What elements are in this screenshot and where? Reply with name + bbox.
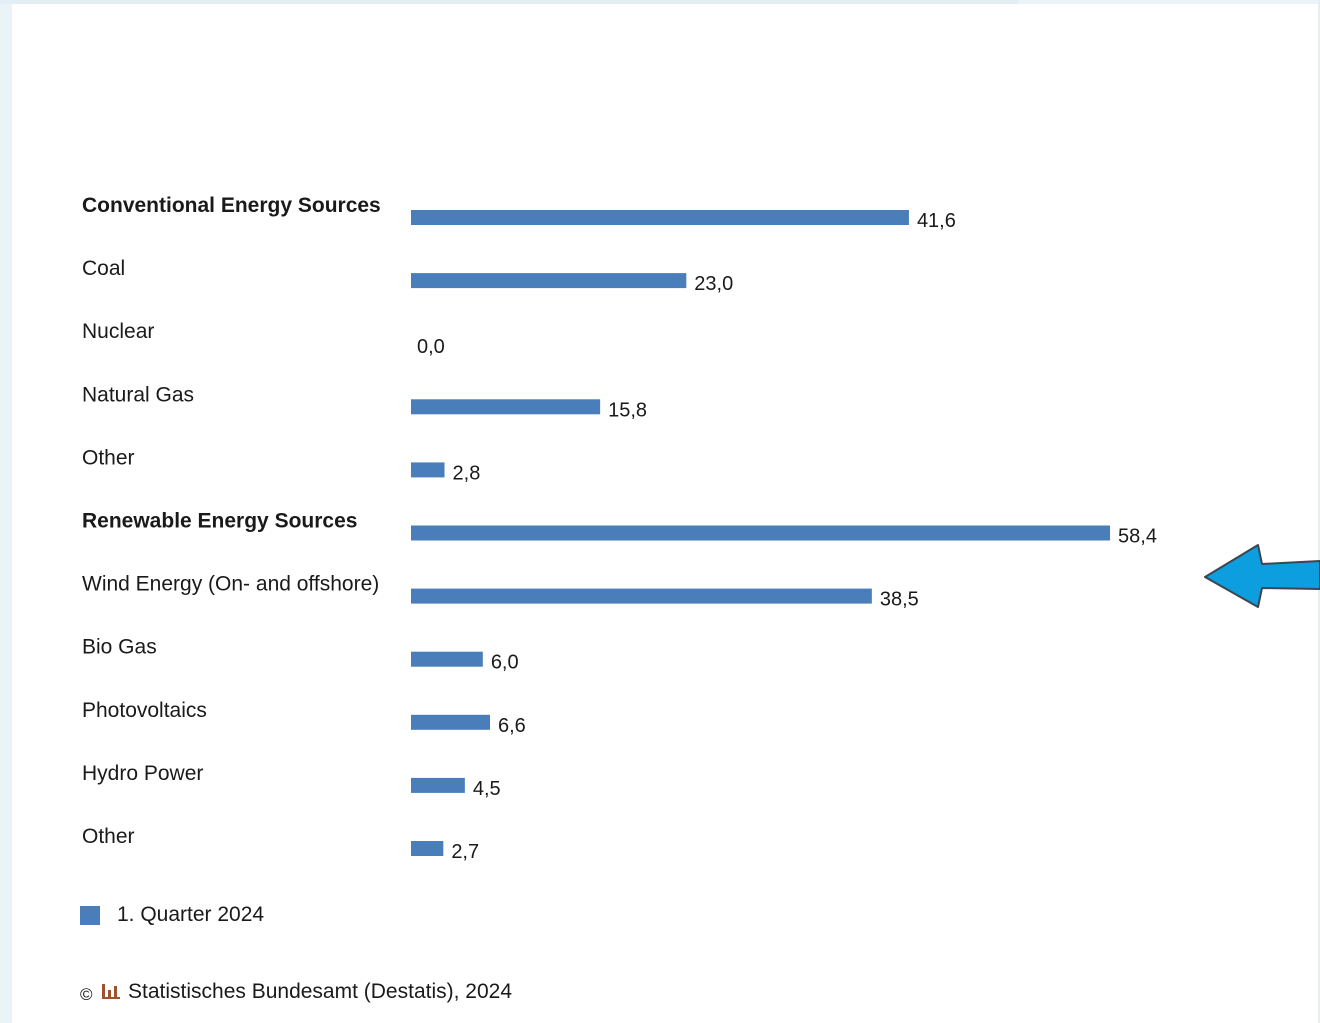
bar [411, 210, 909, 225]
category-label: Bio Gas [82, 636, 157, 659]
value-label: 0,0 [417, 336, 445, 358]
category-label: Other [82, 825, 135, 848]
bar [411, 399, 601, 415]
category-label: Nuclear [82, 320, 154, 343]
value-label: 2,8 [453, 462, 481, 484]
value-label: 4,5 [473, 778, 501, 800]
value-label: 38,5 [880, 589, 919, 611]
category-label: Other [82, 446, 135, 469]
category-label: Coal [82, 257, 125, 280]
legend-swatch [80, 906, 100, 925]
bar [411, 273, 687, 289]
value-label: 6,0 [491, 652, 519, 674]
legend: 1. Quarter 2024 [80, 903, 264, 926]
bar [411, 714, 491, 730]
category-label: Wind Energy (On- and offshore) [82, 573, 379, 596]
category-label: Natural Gas [82, 383, 194, 406]
destatis-logo-icon [102, 984, 120, 999]
category-labels: Conventional Energy Sources Coal Nuclear Na… [82, 194, 381, 848]
value-label: 2,7 [451, 841, 479, 863]
category-label: Photovoltaics [82, 699, 207, 722]
arrow-left-icon [1204, 544, 1320, 608]
bar [411, 462, 445, 478]
bars [411, 210, 1111, 856]
value-label: 41,6 [917, 210, 956, 232]
category-label: Hydro Power [82, 762, 203, 785]
category-label: Conventional Energy Sources [82, 194, 381, 217]
source-line: © Statistisches Bundesamt (Destatis), 20… [80, 980, 512, 1004]
category-label: Renewable Energy Sources [82, 510, 357, 533]
copyright-icon: © [80, 985, 93, 1004]
value-labels: 41,6 23,0 0,0 15,8 2,8 58,4 38,5 6,0 6,6 4,5 2,7 [417, 210, 1157, 863]
bar [411, 651, 483, 667]
value-label: 23,0 [694, 273, 733, 295]
value-label: 6,6 [498, 715, 526, 737]
bar [411, 777, 465, 793]
panel-edge [1318, 0, 1320, 1023]
legend-label: 1. Quarter 2024 [117, 903, 264, 926]
chart-panel [12, 4, 1318, 1023]
value-label: 15,8 [608, 399, 647, 421]
bar [411, 525, 1111, 541]
source-text: Statistisches Bundesamt (Destatis), 2024 [128, 980, 512, 1003]
value-label: 58,4 [1118, 526, 1157, 548]
bar [411, 841, 444, 856]
top-strip [0, 0, 1018, 4]
bar [411, 588, 872, 604]
